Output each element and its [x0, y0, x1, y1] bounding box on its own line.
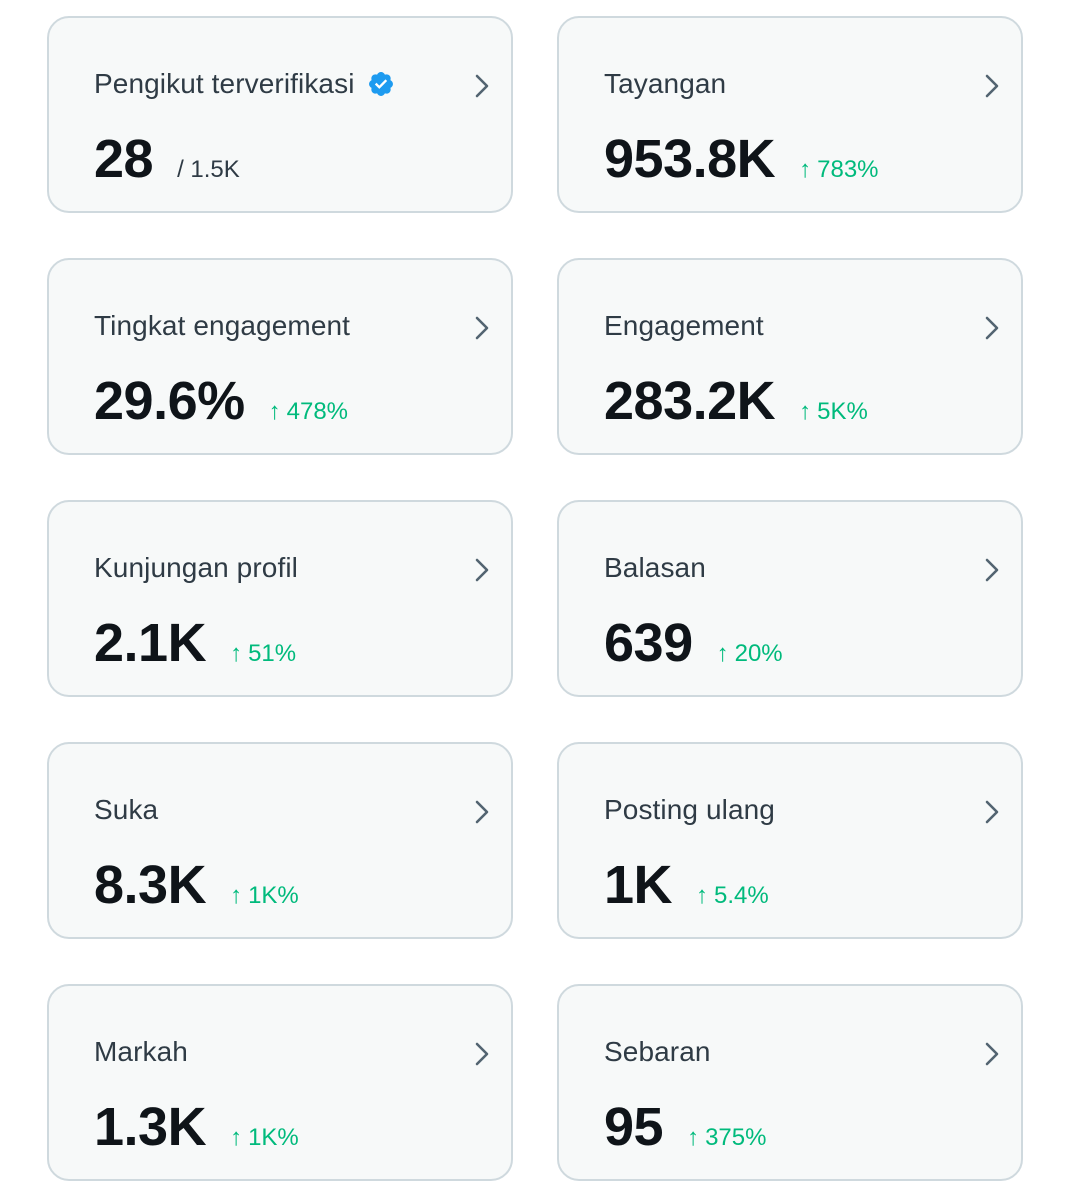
- card-change: ↑ 783%: [799, 156, 878, 184]
- card-sebaran[interactable]: Sebaran 95 ↑ 375%: [557, 984, 1023, 1181]
- card-value: 8.3K: [94, 855, 207, 915]
- card-change: ↑ 1K%: [230, 882, 299, 910]
- card-change-value: 783%: [817, 156, 879, 183]
- card-sub-value: / 1.5K: [177, 156, 240, 183]
- card-kunjungan-profil[interactable]: Kunjungan profil 2.1K ↑ 51%: [47, 500, 513, 697]
- card-posting-ulang[interactable]: Posting ulang 1K ↑ 5.4%: [557, 742, 1023, 939]
- card-label: Pengikut terverifikasi: [94, 68, 355, 99]
- chevron-right-icon: [981, 557, 1003, 583]
- card-label-row: Balasan: [604, 550, 706, 586]
- card-label-row: Pengikut terverifikasi: [94, 66, 395, 102]
- chevron-right-icon: [471, 315, 493, 341]
- chevron-right-icon: [471, 1041, 493, 1067]
- card-label-row: Tingkat engagement: [94, 308, 350, 344]
- card-change: ↑ 1K%: [230, 1124, 299, 1152]
- card-label: Engagement: [604, 310, 764, 341]
- card-balasan[interactable]: Balasan 639 ↑ 20%: [557, 500, 1023, 697]
- chevron-right-icon: [471, 557, 493, 583]
- chevron-right-icon: [981, 315, 1003, 341]
- card-change-value: 5.4%: [714, 882, 769, 909]
- card-value: 28: [94, 129, 154, 189]
- card-label: Posting ulang: [604, 794, 775, 825]
- chevron-right-icon: [981, 1041, 1003, 1067]
- card-value-row: 639 ↑ 20%: [604, 612, 783, 674]
- card-change-value: 1K%: [248, 882, 299, 909]
- analytics-grid: Pengikut terverifikasi 28 / 1.5K Tayanga…: [47, 16, 1023, 1181]
- card-label: Sebaran: [604, 1036, 711, 1067]
- arrow-up-icon: ↑: [230, 882, 243, 909]
- card-value-row: 95 ↑ 375%: [604, 1096, 766, 1158]
- card-change: ↑ 5.4%: [696, 882, 769, 910]
- card-label: Markah: [94, 1036, 188, 1067]
- arrow-up-icon: ↑: [268, 398, 281, 425]
- card-label: Tingkat engagement: [94, 310, 351, 341]
- arrow-up-icon: ↑: [230, 640, 243, 667]
- card-label: Tayangan: [604, 68, 727, 99]
- verified-badge-icon: [367, 70, 395, 98]
- arrow-up-icon: ↑: [687, 1124, 700, 1151]
- card-label-row: Engagement: [604, 308, 764, 344]
- chevron-right-icon: [981, 799, 1003, 825]
- card-value: 1.3K: [94, 1097, 207, 1157]
- chevron-right-icon: [471, 799, 493, 825]
- card-change: ↑ 20%: [717, 640, 783, 668]
- card-change-value: 1K%: [248, 1124, 299, 1151]
- card-change-value: 478%: [286, 398, 349, 425]
- card-value-row: 28 / 1.5K: [94, 128, 240, 190]
- card-value: 29.6%: [94, 371, 245, 431]
- card-change: ↑ 478%: [269, 398, 348, 426]
- card-value: 953.8K: [604, 129, 776, 189]
- card-change: ↑ 51%: [230, 640, 296, 668]
- card-change-value: 20%: [734, 640, 783, 667]
- card-value-row: 1.3K ↑ 1K%: [94, 1096, 299, 1158]
- card-label-row: Posting ulang: [604, 792, 775, 828]
- card-suka[interactable]: Suka 8.3K ↑ 1K%: [47, 742, 513, 939]
- card-label: Balasan: [604, 552, 706, 583]
- arrow-up-icon: ↑: [696, 882, 709, 909]
- arrow-up-icon: ↑: [799, 156, 812, 183]
- arrow-up-icon: ↑: [716, 640, 729, 667]
- card-change-value: 51%: [248, 640, 297, 667]
- arrow-up-icon: ↑: [799, 398, 812, 425]
- card-change-value: 375%: [705, 1124, 767, 1151]
- card-value: 283.2K: [604, 371, 776, 431]
- card-label-row: Tayangan: [604, 66, 726, 102]
- card-tayangan[interactable]: Tayangan 953.8K ↑ 783%: [557, 16, 1023, 213]
- card-value: 95: [604, 1097, 664, 1157]
- card-change: ↑ 375%: [687, 1124, 766, 1152]
- card-value-row: 29.6% ↑ 478%: [94, 370, 348, 432]
- card-label-row: Markah: [94, 1034, 188, 1070]
- card-label: Suka: [94, 794, 159, 825]
- chevron-right-icon: [471, 73, 493, 99]
- card-value: 2.1K: [94, 613, 207, 673]
- card-label-row: Suka: [94, 792, 158, 828]
- card-value-row: 953.8K ↑ 783%: [604, 128, 879, 190]
- card-markah[interactable]: Markah 1.3K ↑ 1K%: [47, 984, 513, 1181]
- chevron-right-icon: [981, 73, 1003, 99]
- card-engagement[interactable]: Engagement 283.2K ↑ 5K%: [557, 258, 1023, 455]
- card-value: 1K: [604, 855, 673, 915]
- card-label: Kunjungan profil: [94, 552, 298, 583]
- card-label-row: Kunjungan profil: [94, 550, 298, 586]
- card-value-row: 1K ↑ 5.4%: [604, 854, 769, 916]
- card-change-value: 5K%: [817, 398, 868, 425]
- card-label-row: Sebaran: [604, 1034, 711, 1070]
- arrow-up-icon: ↑: [230, 1124, 243, 1151]
- card-value-row: 2.1K ↑ 51%: [94, 612, 296, 674]
- card-tingkat-engagement[interactable]: Tingkat engagement 29.6% ↑ 478%: [47, 258, 513, 455]
- card-change: ↑ 5K%: [799, 398, 868, 426]
- card-value-row: 283.2K ↑ 5K%: [604, 370, 868, 432]
- card-value: 639: [604, 613, 693, 673]
- card-value-row: 8.3K ↑ 1K%: [94, 854, 299, 916]
- card-pengikut-terverifikasi[interactable]: Pengikut terverifikasi 28 / 1.5K: [47, 16, 513, 213]
